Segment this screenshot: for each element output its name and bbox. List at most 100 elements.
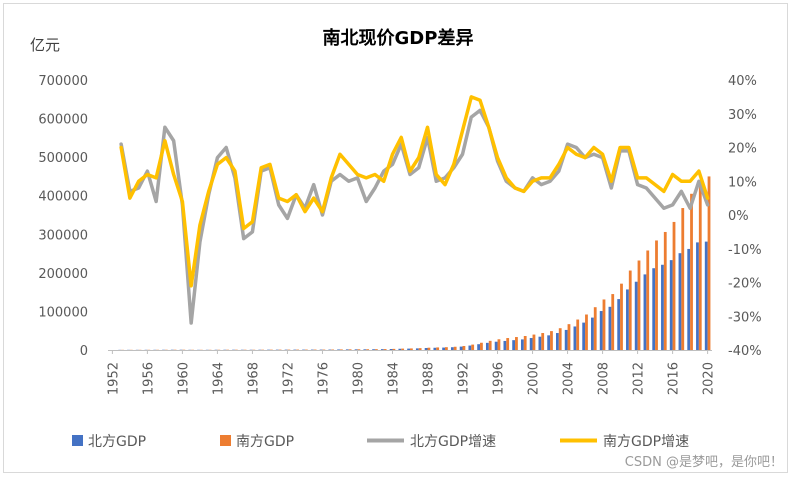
- north-gdp-bar-1995: [485, 342, 489, 350]
- south-growth-line: [119, 95, 710, 288]
- legend-label-north-gdp: 北方GDP: [88, 434, 146, 450]
- south-gdp-bar-2014: [655, 240, 658, 350]
- y2-tick-label-2: -20%: [728, 277, 762, 292]
- north-gdp-bar-2000: [529, 338, 533, 350]
- south-gdp-bar-1990: [445, 347, 448, 350]
- x-tick-label-14: 2008: [597, 362, 612, 395]
- north-gdp-bar-2016: [669, 260, 673, 350]
- line-series: [119, 95, 710, 325]
- y-tick-label-1: 100000: [38, 305, 88, 320]
- south-gdp-bar-2004: [567, 324, 571, 350]
- north-gdp-bar-1984: [389, 349, 393, 350]
- north-gdp-bar-2017: [678, 253, 682, 350]
- north-gdp-bar-2004: [564, 329, 568, 350]
- south-gdp-bar-2006: [585, 314, 588, 350]
- south-gdp-bar-1997: [506, 338, 510, 350]
- south-gdp-bar-1987: [418, 348, 422, 350]
- north-gdp-bar-2008: [599, 311, 603, 350]
- north-gdp-bar-2003: [556, 333, 559, 350]
- north-gdp-bar-1979: [345, 349, 349, 350]
- south-gdp-bar-2010: [620, 283, 623, 350]
- north-gdp-bar-1982: [372, 349, 375, 350]
- chart-frame: [3, 3, 788, 473]
- y-tick-label-3: 300000: [38, 228, 88, 243]
- south-gdp-bar-2001: [541, 333, 545, 350]
- x-tick-label-16: 2016: [667, 362, 682, 395]
- watermark: CSDN @是梦吧，是你吧！: [625, 455, 783, 470]
- north-gdp-bar-2019: [696, 242, 699, 350]
- south-gdp-bar-1999: [523, 336, 527, 350]
- south-gdp-bar-2019: [698, 184, 702, 350]
- south-gdp-bar-1996: [497, 339, 501, 350]
- south-gdp-bar-1979: [348, 349, 352, 350]
- chart-title: 南北现价GDP差异: [323, 27, 474, 49]
- north-gdp-bar-1988: [424, 347, 428, 350]
- north-gdp-bar-2009: [608, 306, 612, 350]
- north-gdp-bar-2001: [538, 336, 542, 350]
- north-gdp-bar-1997: [503, 340, 507, 350]
- south-gdp-bar-1995: [488, 340, 492, 350]
- north-gdp-bar-1989: [433, 347, 437, 350]
- y-axis-unit: 亿元: [30, 36, 60, 54]
- x-tick-label-11: 1996: [492, 362, 507, 395]
- y2-tick-label-6: 20%: [728, 142, 757, 157]
- north-gdp-bar-2010: [617, 299, 621, 350]
- y2-tick-label-1: -30%: [728, 310, 762, 325]
- south-gdp-bar-1988: [427, 347, 431, 350]
- north-gdp-bar-1987: [415, 348, 419, 350]
- south-gdp-bar-2018: [690, 193, 693, 350]
- north-gdp-bar-2012: [634, 281, 638, 350]
- south-gdp-bar-1993: [471, 344, 475, 350]
- north-gdp-bar-2005: [573, 326, 577, 350]
- south-gdp-bar-2008: [602, 299, 606, 350]
- x-tick-label-3: 1964: [211, 362, 226, 395]
- south-gdp-bar-1992: [462, 345, 466, 350]
- x-tick-label-8: 1984: [386, 362, 401, 395]
- legend-label-south-gdp: 南方GDP: [236, 434, 294, 450]
- south-gdp-bar-2013: [646, 250, 650, 350]
- south-gdp-bar-2002: [550, 331, 553, 350]
- north-gdp-bar-1998: [512, 340, 516, 350]
- x-axis-ticks: 1952 1956 1960 1964 1968 1972 1976 1980 1984 1988…: [106, 350, 717, 395]
- south-gdp-bar-1978: [339, 349, 343, 350]
- y2-tick-label-3: -10%: [728, 243, 762, 258]
- north-gdp-bar-1983: [380, 349, 384, 350]
- north-gdp-bar-2018: [687, 248, 691, 350]
- legend-label-north-growth: 北方GDP增速: [410, 434, 496, 450]
- x-tick-label-6: 1976: [316, 362, 331, 395]
- x-tick-label-9: 1988: [422, 362, 437, 395]
- south-gdp-bar-2009: [611, 294, 615, 350]
- north-gdp-bar-1993: [468, 345, 472, 350]
- south-gdp-bar-1981: [366, 349, 370, 350]
- south-gdp-bar-2012: [637, 260, 641, 350]
- x-tick-label-2: 1960: [176, 362, 191, 395]
- right-axis-ticks: -40% -30% -20% -10% 0% 10% 20% 30% 40%: [728, 74, 762, 359]
- y2-tick-label-4: 0%: [728, 209, 749, 224]
- legend-swatch-north-gdp: [72, 435, 83, 446]
- x-tick-label-5: 1972: [281, 362, 296, 395]
- north-gdp-bar-1978: [337, 349, 340, 350]
- north-gdp-bar-2014: [652, 268, 656, 350]
- y2-tick-label-7: 30%: [728, 108, 757, 123]
- north-gdp-bar-1980: [354, 349, 358, 350]
- north-gdp-bar-1991: [450, 347, 454, 350]
- south-gdp-bar-1985: [401, 348, 405, 350]
- south-gdp-bar-1991: [453, 346, 457, 350]
- south-gdp-bar-2000: [532, 334, 536, 350]
- south-gdp-bar-1989: [436, 347, 440, 350]
- north-gdp-bar-2011: [626, 289, 629, 350]
- north-gdp-bar-1985: [398, 348, 402, 350]
- legend-swatch-south-gdp: [220, 435, 231, 446]
- south-gdp-bar-1983: [383, 349, 387, 350]
- north-gdp-bar-2013: [643, 274, 647, 350]
- y-tick-label-0: 0: [80, 344, 88, 359]
- south-gdp-bar-1994: [480, 342, 483, 350]
- north-gdp-bar-2007: [591, 317, 594, 350]
- north-gdp-bar-1990: [442, 347, 446, 350]
- north-gdp-bar-1992: [459, 346, 463, 350]
- x-tick-label-7: 1980: [351, 362, 366, 395]
- y2-tick-label-8: 40%: [728, 74, 757, 89]
- north-gdp-bar-2020: [704, 241, 708, 350]
- south-gdp-bar-2005: [576, 319, 580, 350]
